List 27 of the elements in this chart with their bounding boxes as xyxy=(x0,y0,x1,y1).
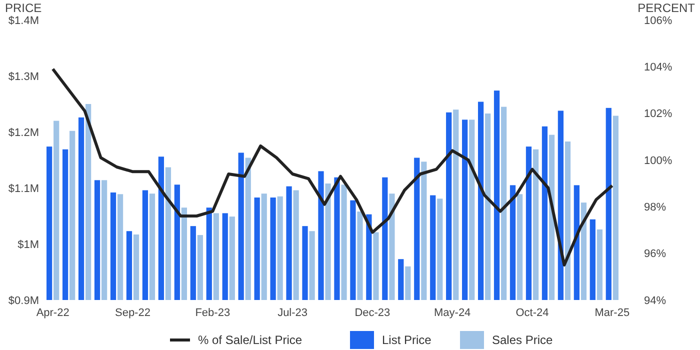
y-tick-label: $1.2M xyxy=(8,126,39,139)
x-tick-label: Apr-22 xyxy=(36,307,70,319)
y2-axis-title: PERCENT xyxy=(638,1,696,15)
y-tick-label: $1M xyxy=(18,238,39,251)
x-tick-label: Jul-23 xyxy=(278,307,308,319)
x-tick-label: Oct-24 xyxy=(516,307,549,319)
y2-tick-label: 102% xyxy=(644,108,672,120)
y2-tick-label: 98% xyxy=(644,202,666,214)
x-tick-label: Dec-23 xyxy=(354,307,390,319)
y-tick-label: $0.9M xyxy=(8,294,39,307)
y-tick-label: $1.3M xyxy=(8,70,39,83)
y2-tick-label: 94% xyxy=(644,294,666,307)
x-tick-label: Feb-23 xyxy=(195,307,230,319)
y-tick-label: $1.4M xyxy=(8,14,39,27)
y2-tick-label: 96% xyxy=(644,248,666,260)
legend-label: % of Sale/List Price xyxy=(198,333,302,348)
legend-label: Sales Price xyxy=(492,333,554,348)
x-tick-label: May-24 xyxy=(434,307,471,319)
y2-tick-label: 106% xyxy=(644,14,672,27)
y-axis-title: PRICE xyxy=(5,1,42,15)
y-tick-label: $1.1M xyxy=(8,182,39,195)
line-series xyxy=(51,68,614,266)
x-tick-label: Sep-22 xyxy=(114,307,150,319)
y2-tick-label: 100% xyxy=(644,154,672,167)
y2-tick-label: 104% xyxy=(644,62,672,74)
legend-label: List Price xyxy=(382,333,432,348)
x-tick-label: Mar-25 xyxy=(594,307,630,319)
